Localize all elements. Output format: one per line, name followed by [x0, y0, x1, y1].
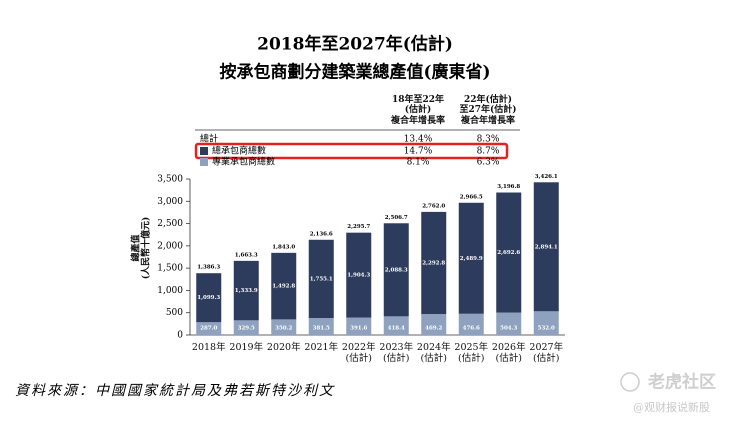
bar-segment: [271, 252, 297, 320]
total-label: 1,663.3: [235, 252, 258, 258]
segment-label: 504.3: [500, 326, 517, 332]
segment-label: 1,492.8: [272, 284, 295, 290]
table-header: 18年至22年 (估計) 複合年增長率: [390, 95, 445, 126]
table-cell: 8.3%: [477, 135, 500, 145]
watermark-handle: @观财报说新股: [633, 400, 710, 414]
total-label: 2,966.5: [460, 194, 483, 200]
y-tick-label: 2,000: [157, 241, 183, 251]
segment-label: 476.6: [463, 326, 480, 332]
segment-label: 329.5: [238, 326, 255, 332]
y-tick-label: 1,000: [157, 286, 183, 296]
chart-title: 2018年至2027年(估計): [257, 34, 453, 55]
x-tick-label: 2024年 (估計): [416, 342, 451, 364]
legend-swatch: [200, 147, 208, 155]
total-label: 1,386.3: [197, 265, 220, 271]
watermark-brand: 老虎社区: [647, 372, 716, 393]
table-row-label: 總計: [200, 133, 218, 145]
bar-segment: [346, 232, 372, 318]
segment-label: 2,894.1: [535, 244, 558, 250]
segment-label: 287.0: [200, 326, 217, 332]
y-tick-label: 0: [177, 331, 183, 341]
segment-label: 1,755.1: [310, 276, 333, 282]
bar-segment: [533, 311, 559, 335]
segment-label: 2,088.3: [385, 267, 408, 273]
bar-segment: [308, 239, 334, 318]
segment-label: 2,692.6: [497, 250, 520, 256]
bar-segment: [496, 192, 522, 313]
x-tick-label: 2018年: [191, 342, 226, 353]
bar-segment: [196, 322, 222, 335]
legend-label: 專業承包商總數: [212, 156, 275, 168]
source-note: 資料來源：中國國家統計局及弗若斯特沙利文: [15, 383, 335, 399]
bar-segment: [496, 312, 522, 335]
x-tick-label: 2025年 (估計): [454, 342, 489, 364]
segment-label: 350.2: [275, 326, 292, 332]
bar-segment: [271, 319, 297, 335]
watermark-logo: [620, 372, 640, 392]
y-tick-label: 500: [166, 308, 183, 318]
segment-label: 2,489.9: [460, 256, 483, 262]
segment-label: 469.2: [425, 326, 442, 332]
table-cell: 8.7%: [477, 147, 500, 157]
bar-segment: [421, 211, 447, 315]
bar-segment: [383, 223, 409, 317]
legend-label: 總承包商總數: [212, 145, 266, 157]
total-label: 3,426.1: [535, 174, 558, 180]
x-tick-label: 2026年 (估計): [491, 342, 526, 364]
segment-label: 1,904.3: [347, 273, 370, 279]
segment-label: 2,292.8: [422, 260, 445, 266]
bar-segment: [196, 273, 222, 323]
legend-swatch: [200, 158, 208, 166]
bar-segment: [533, 182, 559, 312]
chart-subtitle: 按承包商劃分建築業總產值(廣東省): [219, 62, 490, 83]
total-label: 2,295.7: [347, 224, 370, 230]
segment-label: 418.4: [388, 326, 405, 332]
segment-label: 391.6: [350, 326, 367, 332]
table-cell: 8.1%: [407, 158, 430, 168]
y-tick-label: 3,500: [157, 175, 183, 185]
bar-segment: [233, 260, 259, 321]
total-label: 2,136.6: [310, 231, 333, 237]
bar-segment: [458, 202, 484, 314]
bar-segment: [308, 317, 334, 335]
x-tick-label: 2022年 (估計): [341, 342, 376, 364]
total-label: 2,506.7: [385, 215, 408, 221]
highlight-box: [194, 142, 509, 160]
x-tick-label: 2027年 (估計): [529, 342, 564, 364]
x-tick-label: 2023年 (估計): [379, 342, 414, 364]
total-label: 3,196.8: [497, 184, 520, 190]
segment-label: 1,333.9: [235, 288, 258, 294]
bar-segment: [458, 313, 484, 335]
table-header: 22年(估計) 至27年(估計) 複合年增長率: [459, 95, 517, 126]
segment-label: 532.0: [538, 326, 555, 332]
total-label: 1,843.0: [272, 244, 295, 250]
x-tick-label: 2020年: [266, 342, 301, 353]
y-axis-label: 總產值 (人民幣十億元): [131, 216, 152, 280]
bar-segment: [346, 317, 372, 335]
table-cell: 6.3%: [477, 158, 500, 168]
y-tick-label: 3,000: [157, 197, 183, 207]
bar-segment: [421, 314, 447, 335]
table-cell: 14.7%: [404, 147, 433, 157]
y-tick-label: 1,500: [157, 264, 183, 274]
table-cell: 13.4%: [404, 135, 433, 145]
y-tick-label: 2,500: [157, 219, 183, 229]
total-label: 2,762.0: [422, 203, 445, 209]
segment-label: 381.5: [313, 326, 330, 332]
x-tick-label: 2021年: [304, 342, 339, 353]
segment-label: 1,099.3: [197, 295, 220, 301]
x-tick-label: 2019年: [229, 342, 264, 353]
bar-segment: [383, 316, 409, 335]
bar-segment: [233, 320, 259, 335]
